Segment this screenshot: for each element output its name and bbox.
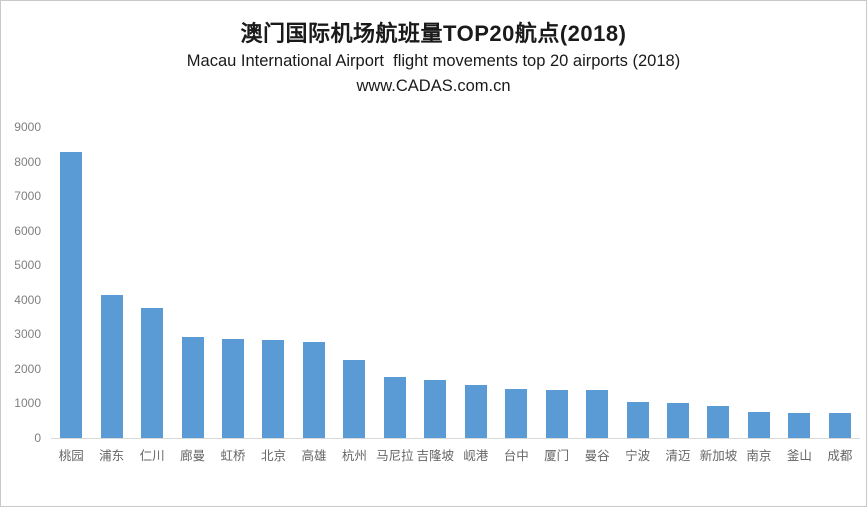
bar-北京 bbox=[262, 340, 285, 438]
chart-watermark-url: www.CADAS.com.cn bbox=[356, 77, 511, 95]
y-axis-tick-label: 7000 bbox=[14, 189, 41, 204]
bar-slot bbox=[294, 342, 334, 438]
bar-曼谷 bbox=[586, 390, 609, 438]
x-axis-category-label: 曼谷 bbox=[584, 449, 610, 463]
bar-slot bbox=[617, 402, 657, 438]
bar-马尼拉 bbox=[383, 377, 406, 438]
bar-slot bbox=[779, 413, 819, 438]
bar-成都 bbox=[828, 413, 851, 438]
bar-slot bbox=[91, 295, 131, 438]
x-axis-category-label: 吉隆坡 bbox=[416, 449, 455, 463]
x-axis-category-label: 廊曼 bbox=[180, 449, 206, 463]
x-axis-line bbox=[51, 438, 860, 439]
x-axis-category-label: 岘港 bbox=[463, 449, 489, 463]
y-axis-tick-label: 5000 bbox=[14, 258, 41, 273]
bar-浦东 bbox=[100, 295, 123, 438]
y-axis-tick-label: 9000 bbox=[14, 120, 41, 134]
bar-桃园 bbox=[60, 152, 83, 438]
bar-宁波 bbox=[626, 402, 649, 438]
bar-吉隆坡 bbox=[424, 380, 447, 438]
x-axis-category-label: 虹桥 bbox=[220, 449, 246, 463]
bar-厦门 bbox=[545, 390, 568, 438]
y-axis: 0 1000 2000 3000 4000 5000 6000 7000 8000 9000 bbox=[1, 120, 47, 445]
x-axis-category-label: 北京 bbox=[260, 449, 286, 463]
bar-仁川 bbox=[141, 308, 164, 438]
chart-title-cn: 澳门国际机场航班量TOP20航点(2018) bbox=[240, 21, 627, 46]
bar-新加坡 bbox=[707, 406, 730, 438]
bar-虹桥 bbox=[222, 339, 245, 438]
plot-area: 0 1000 2000 3000 4000 5000 6000 7000 8000 9000 桃园… bbox=[1, 120, 866, 487]
y-axis-tick-label: 6000 bbox=[14, 223, 41, 238]
bar-slot bbox=[739, 412, 779, 438]
x-axis-category-label: 南京 bbox=[746, 449, 772, 463]
chart-title-block: 澳门国际机场航班量TOP20航点(2018) Macau Internation… bbox=[1, 19, 866, 99]
x-axis-category-label: 釜山 bbox=[786, 449, 812, 463]
bar-slot bbox=[415, 380, 455, 438]
bar-清迈 bbox=[667, 403, 690, 438]
bar-slot bbox=[172, 337, 212, 438]
y-axis-tick-label: 1000 bbox=[14, 396, 41, 411]
y-axis-tick-label: 4000 bbox=[14, 292, 41, 307]
bar-台中 bbox=[505, 389, 528, 438]
x-axis-category-label: 浦东 bbox=[99, 449, 125, 463]
chart-subtitle-en: Macau International Airport flight movem… bbox=[186, 52, 681, 70]
bar-岘港 bbox=[464, 385, 487, 438]
x-axis-category-label: 仁川 bbox=[139, 449, 165, 463]
bar-slot bbox=[253, 340, 293, 438]
bar-廊曼 bbox=[181, 337, 204, 438]
bar-slot bbox=[375, 377, 415, 438]
bar-高雄 bbox=[302, 342, 325, 438]
bar-釜山 bbox=[788, 413, 811, 438]
bar-南京 bbox=[747, 412, 770, 438]
x-axis-category-label: 桃园 bbox=[58, 449, 84, 463]
x-axis-labels: 桃园 浦东 仁川 廊曼 虹桥 北京 高雄 杭州 马尼拉 吉隆坡 岘港 台中 厦门 曼谷 宁波 清迈 新加坡 南京釜… bbox=[51, 445, 860, 464]
bar-slot bbox=[496, 389, 536, 438]
bars-container bbox=[51, 127, 860, 438]
y-axis-tick-label: 2000 bbox=[14, 361, 41, 376]
bar-slot bbox=[698, 406, 738, 438]
x-axis-category-label: 马尼拉 bbox=[376, 449, 414, 463]
y-axis-tick-label: 8000 bbox=[14, 154, 41, 169]
x-axis-category-label: 厦门 bbox=[544, 449, 570, 463]
y-axis-tick-label: 3000 bbox=[14, 327, 41, 342]
bar-slot bbox=[213, 339, 253, 438]
x-axis-category-label: 宁波 bbox=[625, 449, 651, 463]
x-axis-category-label: 高雄 bbox=[301, 449, 327, 463]
bar-slot bbox=[51, 152, 91, 438]
bar-slot bbox=[132, 308, 172, 438]
x-axis-category-label: 台中 bbox=[503, 449, 529, 463]
x-axis-category-label: 清迈 bbox=[665, 449, 691, 463]
bar-slot bbox=[334, 360, 374, 438]
bar-slot bbox=[577, 390, 617, 438]
bar-杭州 bbox=[343, 360, 366, 438]
bar-slot bbox=[536, 390, 576, 438]
bar-slot bbox=[658, 403, 698, 438]
bar-slot bbox=[456, 385, 496, 438]
y-axis-tick-label: 0 bbox=[34, 431, 41, 445]
x-axis-category-label: 杭州 bbox=[341, 449, 367, 463]
bar-slot bbox=[820, 413, 860, 438]
chart-body: 桃园 浦东 仁川 廊曼 虹桥 北京 高雄 杭州 马尼拉 吉隆坡 岘港 台中 厦门 曼谷 宁波 清迈 新加坡 南京釜… bbox=[51, 127, 860, 463]
x-axis-category-label: 成都 bbox=[827, 449, 853, 463]
x-axis-category-label: 新加坡 bbox=[699, 449, 738, 463]
